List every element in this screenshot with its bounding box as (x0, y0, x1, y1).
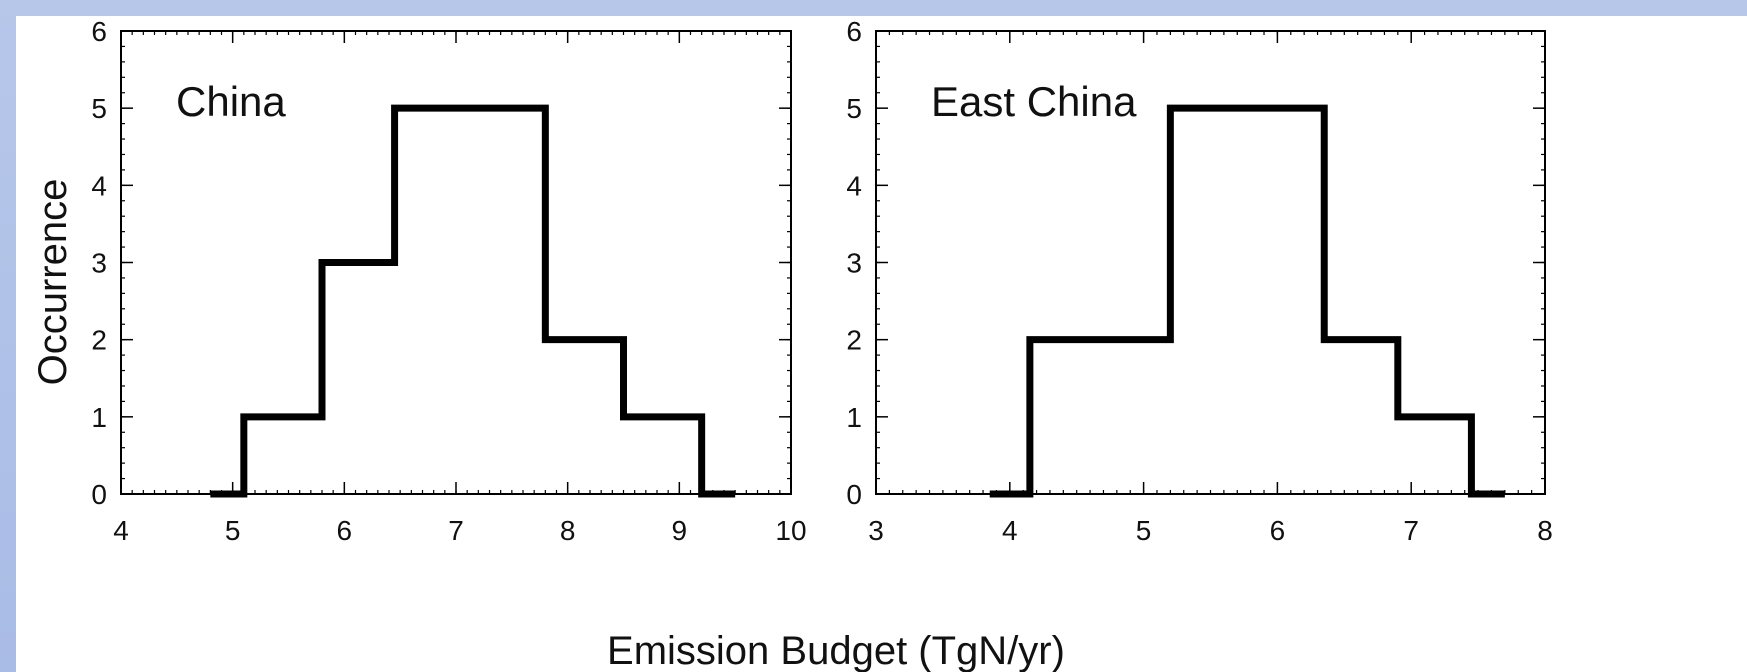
panel-1-x-tick-label: 7 (448, 515, 464, 546)
panel-2-x-tick-label: 5 (1136, 515, 1152, 546)
y-axis-label: Occurrence (31, 179, 75, 386)
panel-1-x-tick-label: 5 (225, 515, 241, 546)
panel-2-x-tick-label: 7 (1403, 515, 1419, 546)
panel-1-x-tick-label: 4 (113, 515, 129, 546)
panel-2-y-tick-label: 1 (846, 402, 862, 433)
panel-2-y-tick-label: 2 (846, 325, 862, 356)
histogram-figure: Occurrence Emission Budget (TgN/yr) 4 5 6 7… (31, 16, 1553, 672)
panel-1-histogram-bar (244, 417, 322, 494)
panel-1-histogram-bar (395, 108, 546, 494)
panel-1-y-tick-label: 1 (91, 402, 107, 433)
panel-1-x-tick-label: 9 (672, 515, 688, 546)
panel-2-x-tick-label: 3 (868, 515, 884, 546)
panel-2-y-tick-label: 0 (846, 479, 862, 510)
panel-1-y-tick-label: 0 (91, 479, 107, 510)
panel-1-histogram-outline (210, 104, 736, 498)
panel-1-y-tick-label: 3 (91, 248, 107, 279)
panel-1-x-tick-label: 8 (560, 515, 576, 546)
panel-2-histogram-bar (1398, 417, 1472, 494)
panel-2-x-tick-label: 4 (1002, 515, 1018, 546)
panel-1-x-tick-label: 6 (337, 515, 353, 546)
figure-canvas: Occurrence Emission Budget (TgN/yr) 4 5 6 7… (16, 16, 1747, 672)
panel-1-y-tick-label: 6 (91, 16, 107, 47)
panel-1-histogram-bar (322, 263, 395, 495)
panel-2-histogram-outline (989, 104, 1505, 498)
panel-1-y-tick-label: 4 (91, 170, 107, 201)
panel-2-y-tick-label: 4 (846, 170, 862, 201)
x-axis-label: Emission Budget (TgN/yr) (607, 629, 1065, 672)
panel-2-histogram-bar (1324, 340, 1398, 494)
panel-2-histogram-bar (1170, 108, 1324, 494)
panel-1-x-tick-label: 10 (775, 515, 806, 546)
panel-1-y-tick-label: 2 (91, 325, 107, 356)
panel-2-y-tick-label: 3 (846, 248, 862, 279)
panel-2-y-tick-label: 6 (846, 16, 862, 47)
panel-1-histogram-bar (545, 340, 623, 494)
panel-2-y-tick-label: 5 (846, 93, 862, 124)
panel-2-region-label: East China (931, 78, 1137, 125)
panel-2-histogram-bar (1030, 340, 1170, 494)
panel-2-x-tick-label: 6 (1270, 515, 1286, 546)
panel-1-region-label: China (176, 78, 286, 125)
panel-1-histogram-bar (624, 417, 702, 494)
panel-1-y-tick-label: 5 (91, 93, 107, 124)
panel-2-x-tick-label: 8 (1537, 515, 1553, 546)
